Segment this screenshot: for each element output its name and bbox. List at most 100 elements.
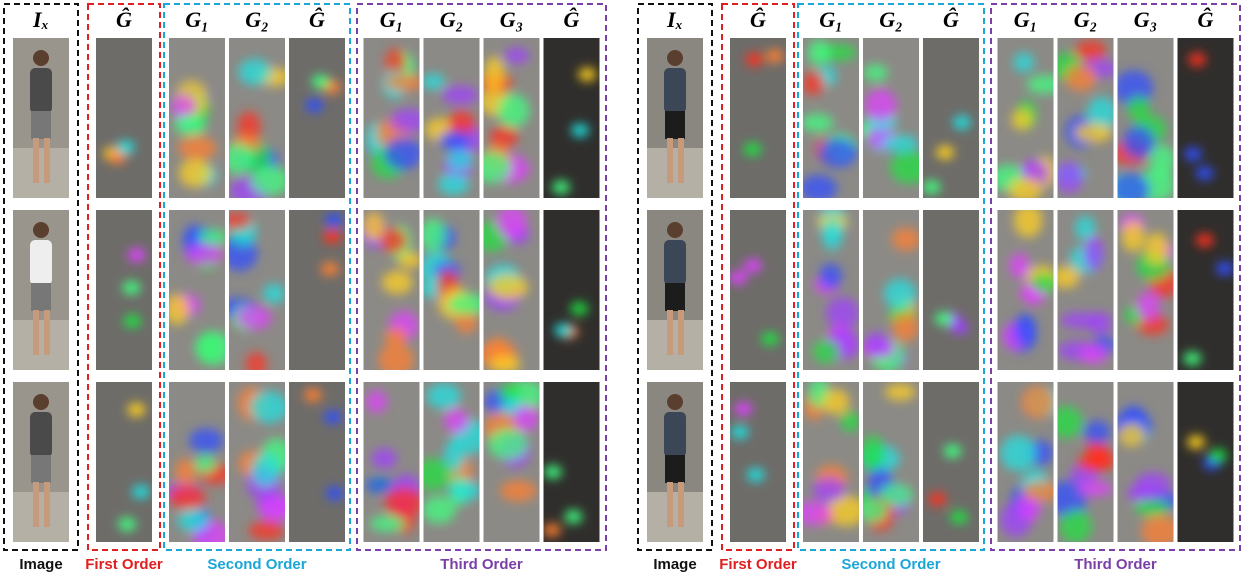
blob xyxy=(1014,313,1036,345)
image-ground xyxy=(13,148,69,198)
blob xyxy=(251,166,289,196)
cell-content xyxy=(165,210,233,370)
blob xyxy=(249,520,285,540)
blob xyxy=(819,138,858,168)
blob xyxy=(263,284,285,304)
blob xyxy=(421,73,445,89)
cell-content xyxy=(794,378,866,542)
blob xyxy=(953,115,971,129)
cell-content xyxy=(803,203,860,370)
blob xyxy=(195,455,216,473)
map-bg xyxy=(289,382,345,542)
blob xyxy=(1196,233,1214,247)
blob xyxy=(447,149,473,170)
blob xyxy=(858,499,886,522)
blob xyxy=(766,49,784,63)
blob xyxy=(426,383,461,409)
blob xyxy=(1088,446,1114,471)
cell-content xyxy=(364,382,424,542)
feature-map xyxy=(800,38,859,202)
blob xyxy=(366,390,388,413)
leg xyxy=(33,482,39,527)
leg xyxy=(44,138,50,183)
leg xyxy=(667,310,673,355)
blob xyxy=(943,444,961,458)
feature-map xyxy=(1178,210,1234,370)
blob xyxy=(879,484,912,507)
blob xyxy=(378,342,413,377)
shorts xyxy=(665,455,685,483)
feature-map xyxy=(222,38,290,205)
cell-content xyxy=(1051,210,1115,370)
column-header: Ĝ xyxy=(564,7,580,32)
cell-content xyxy=(544,210,600,370)
blob xyxy=(179,159,212,188)
blob xyxy=(571,123,589,137)
blob xyxy=(1119,423,1145,446)
blob xyxy=(923,180,941,194)
feature-map xyxy=(803,203,860,370)
person-image xyxy=(13,38,69,198)
cell-content xyxy=(13,38,69,198)
blob xyxy=(420,218,446,251)
group-label: Image xyxy=(19,556,62,573)
blob xyxy=(504,47,530,64)
column-header: Ĝ xyxy=(309,7,325,32)
feature-map xyxy=(289,210,345,370)
blob xyxy=(381,228,407,254)
blob xyxy=(744,259,762,273)
cell-content xyxy=(544,38,600,198)
blob xyxy=(863,64,888,81)
blob xyxy=(1080,344,1108,364)
blob xyxy=(950,510,968,524)
head xyxy=(33,50,49,66)
blob xyxy=(1188,53,1206,67)
map-bg xyxy=(730,210,786,370)
torso xyxy=(30,68,52,113)
blob xyxy=(178,509,209,532)
blob xyxy=(1050,406,1083,438)
column-header: Iₓ xyxy=(32,7,49,32)
image-ground xyxy=(647,148,703,198)
head xyxy=(667,50,683,66)
blob xyxy=(513,405,539,432)
blob xyxy=(186,244,224,265)
cell-content xyxy=(647,382,703,542)
blob xyxy=(794,501,831,526)
column-header: G₂ xyxy=(879,7,903,32)
blob xyxy=(734,402,752,416)
feature-map xyxy=(1178,38,1234,198)
blob xyxy=(822,389,849,414)
feature-map xyxy=(857,382,919,542)
cell-content xyxy=(647,38,703,198)
feature-map xyxy=(165,210,233,370)
cell-content xyxy=(289,210,345,370)
blob xyxy=(132,485,150,499)
blob xyxy=(444,408,469,433)
column-header: G₁ xyxy=(380,7,404,32)
blob xyxy=(1123,126,1155,158)
blob xyxy=(1184,147,1202,161)
cell-content xyxy=(730,38,786,198)
column-header: Ĝ xyxy=(1198,7,1214,32)
blob xyxy=(1023,481,1061,501)
leg xyxy=(678,482,684,527)
blob xyxy=(1014,203,1043,237)
column-header: G₁ xyxy=(819,7,843,32)
blob xyxy=(729,271,747,285)
blob xyxy=(950,320,968,334)
blob xyxy=(731,425,749,439)
blob xyxy=(840,411,860,431)
head xyxy=(33,394,49,410)
blob xyxy=(488,275,528,300)
shorts xyxy=(31,455,51,483)
blob xyxy=(195,331,233,365)
feature-map xyxy=(473,38,540,198)
feature-map xyxy=(923,210,979,370)
blob xyxy=(1187,435,1205,449)
blob xyxy=(801,113,834,132)
blob xyxy=(488,429,527,460)
feature-map xyxy=(544,210,600,370)
blob xyxy=(1075,40,1106,61)
group-label: Third Order xyxy=(1074,556,1157,573)
